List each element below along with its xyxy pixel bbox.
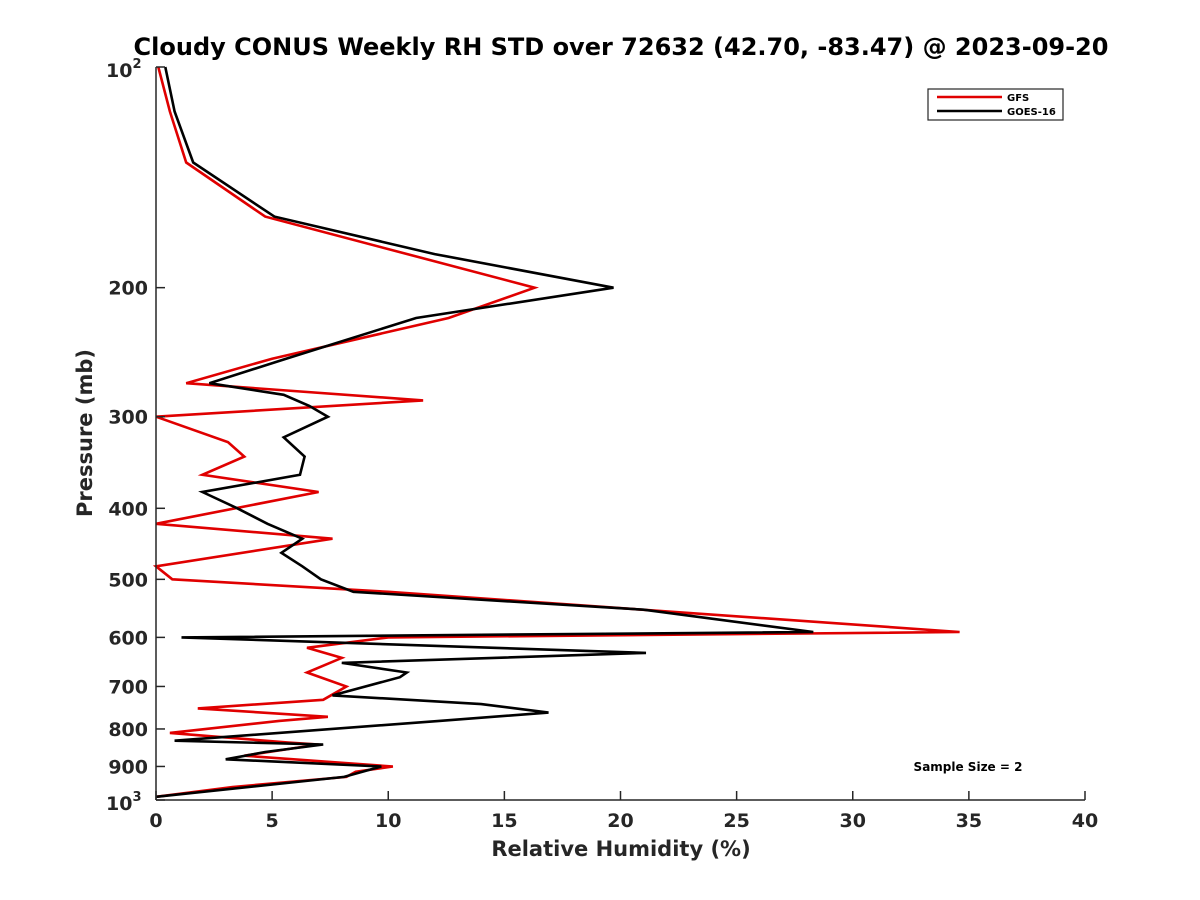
y-tick-label: 700 (108, 676, 148, 698)
y-tick-label: 103 (106, 790, 142, 815)
y-tick-label: 600 (108, 627, 148, 649)
y-axis-label: Pressure (mb) (73, 349, 97, 517)
y-tick-label: 400 (108, 498, 148, 520)
y-ticks: 102 200 300 400 500 600 700 800 900 103 (106, 57, 165, 815)
y-tick-label: 500 (108, 569, 148, 591)
x-tick-label: 40 (1072, 810, 1098, 832)
series-line-goes16 (155, 66, 814, 799)
series-line-gfs (152, 66, 960, 799)
legend-label-gfs: GFS (1007, 93, 1029, 104)
y-tick-label: 300 (108, 407, 148, 429)
series-layer (152, 66, 960, 799)
y-tick-label: 200 (108, 278, 148, 300)
legend-box (927, 88, 1064, 121)
y-tick-label: 900 (108, 756, 148, 778)
x-tick-label: 30 (840, 810, 866, 832)
legend: GFS GOES-16 (927, 88, 1064, 121)
legend-label-goes16: GOES-16 (1007, 107, 1056, 118)
x-tick-label: 15 (491, 810, 517, 832)
y-tick-label: 102 (106, 57, 142, 82)
x-tick-label: 5 (266, 810, 279, 832)
x-tick-label: 25 (723, 810, 749, 832)
chart-title: Cloudy CONUS Weekly RH STD over 72632 (4… (134, 33, 1109, 61)
y-tick-label: 800 (108, 719, 148, 741)
x-tick-label: 20 (607, 810, 633, 832)
x-tick-label: 35 (956, 810, 982, 832)
x-tick-label: 0 (149, 810, 162, 832)
x-tick-label: 10 (375, 810, 401, 832)
x-axis-label: Relative Humidity (%) (491, 837, 750, 861)
sample-size-annotation: Sample Size = 2 (914, 760, 1023, 774)
x-ticks: 0 5 10 15 20 25 30 35 40 (149, 791, 1098, 832)
